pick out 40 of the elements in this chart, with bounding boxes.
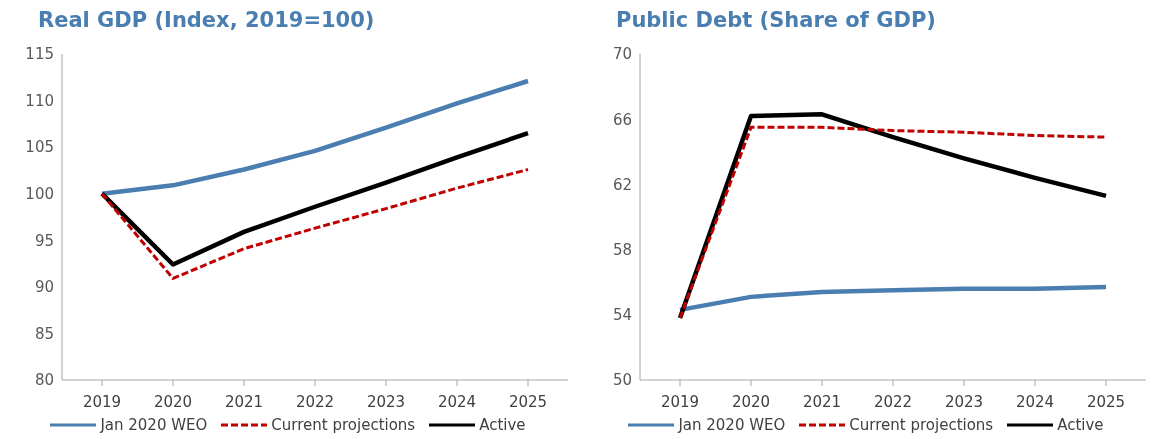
line-series bbox=[99, 78, 531, 196]
legend-label: Jan 2020 WEO bbox=[98, 416, 208, 434]
x-tick-label: 2021 bbox=[802, 392, 842, 411]
legend-label: Active bbox=[478, 416, 526, 434]
chart-title: Public Debt (Share of GDP) bbox=[615, 8, 937, 34]
y-tick-label: 54 bbox=[612, 306, 632, 325]
x-tick-label: 2021 bbox=[224, 392, 264, 411]
x-tick-label: 2020 bbox=[153, 392, 193, 411]
y-tick-label: 115 bbox=[25, 45, 54, 64]
y-tick-label: 66 bbox=[612, 110, 632, 129]
x-tick-label: 2020 bbox=[731, 392, 771, 411]
y-tick-label: 70 bbox=[612, 45, 632, 64]
legend-label: Current projections bbox=[270, 416, 416, 434]
y-tick-label: 90 bbox=[34, 278, 54, 297]
x-tick-label: 2022 bbox=[873, 392, 913, 411]
y-tick-label: 110 bbox=[25, 91, 54, 110]
x-tick-label: 2025 bbox=[508, 392, 548, 411]
x-tick-label: 2023 bbox=[366, 392, 406, 411]
x-tick-label: 2022 bbox=[295, 392, 335, 411]
x-tick-label: 2023 bbox=[944, 392, 984, 411]
line-series bbox=[99, 130, 531, 267]
x-tick-label: 2019 bbox=[660, 392, 700, 411]
y-tick-label: 50 bbox=[612, 371, 632, 390]
x-tick-label: 2024 bbox=[1015, 392, 1055, 411]
y-tick-label: 80 bbox=[34, 371, 54, 390]
y-tick-label: 62 bbox=[612, 175, 632, 194]
x-tick-label: 2024 bbox=[437, 392, 477, 411]
y-tick-label: 58 bbox=[612, 240, 632, 259]
x-tick-label: 2025 bbox=[1086, 392, 1126, 411]
y-tick-label: 85 bbox=[34, 324, 54, 343]
y-tick-label: 95 bbox=[34, 231, 54, 250]
line-series bbox=[677, 284, 1109, 313]
chart-title: Real GDP (Index, 2019=100) bbox=[37, 8, 376, 34]
x-tick-label: 2019 bbox=[82, 392, 122, 411]
legend-label: Current projections bbox=[848, 416, 994, 434]
y-tick-label: 105 bbox=[25, 138, 54, 157]
legend-label: Active bbox=[1056, 416, 1104, 434]
line-series bbox=[100, 168, 530, 280]
legend-label: Jan 2020 WEO bbox=[676, 416, 786, 434]
y-tick-label: 100 bbox=[25, 185, 54, 204]
